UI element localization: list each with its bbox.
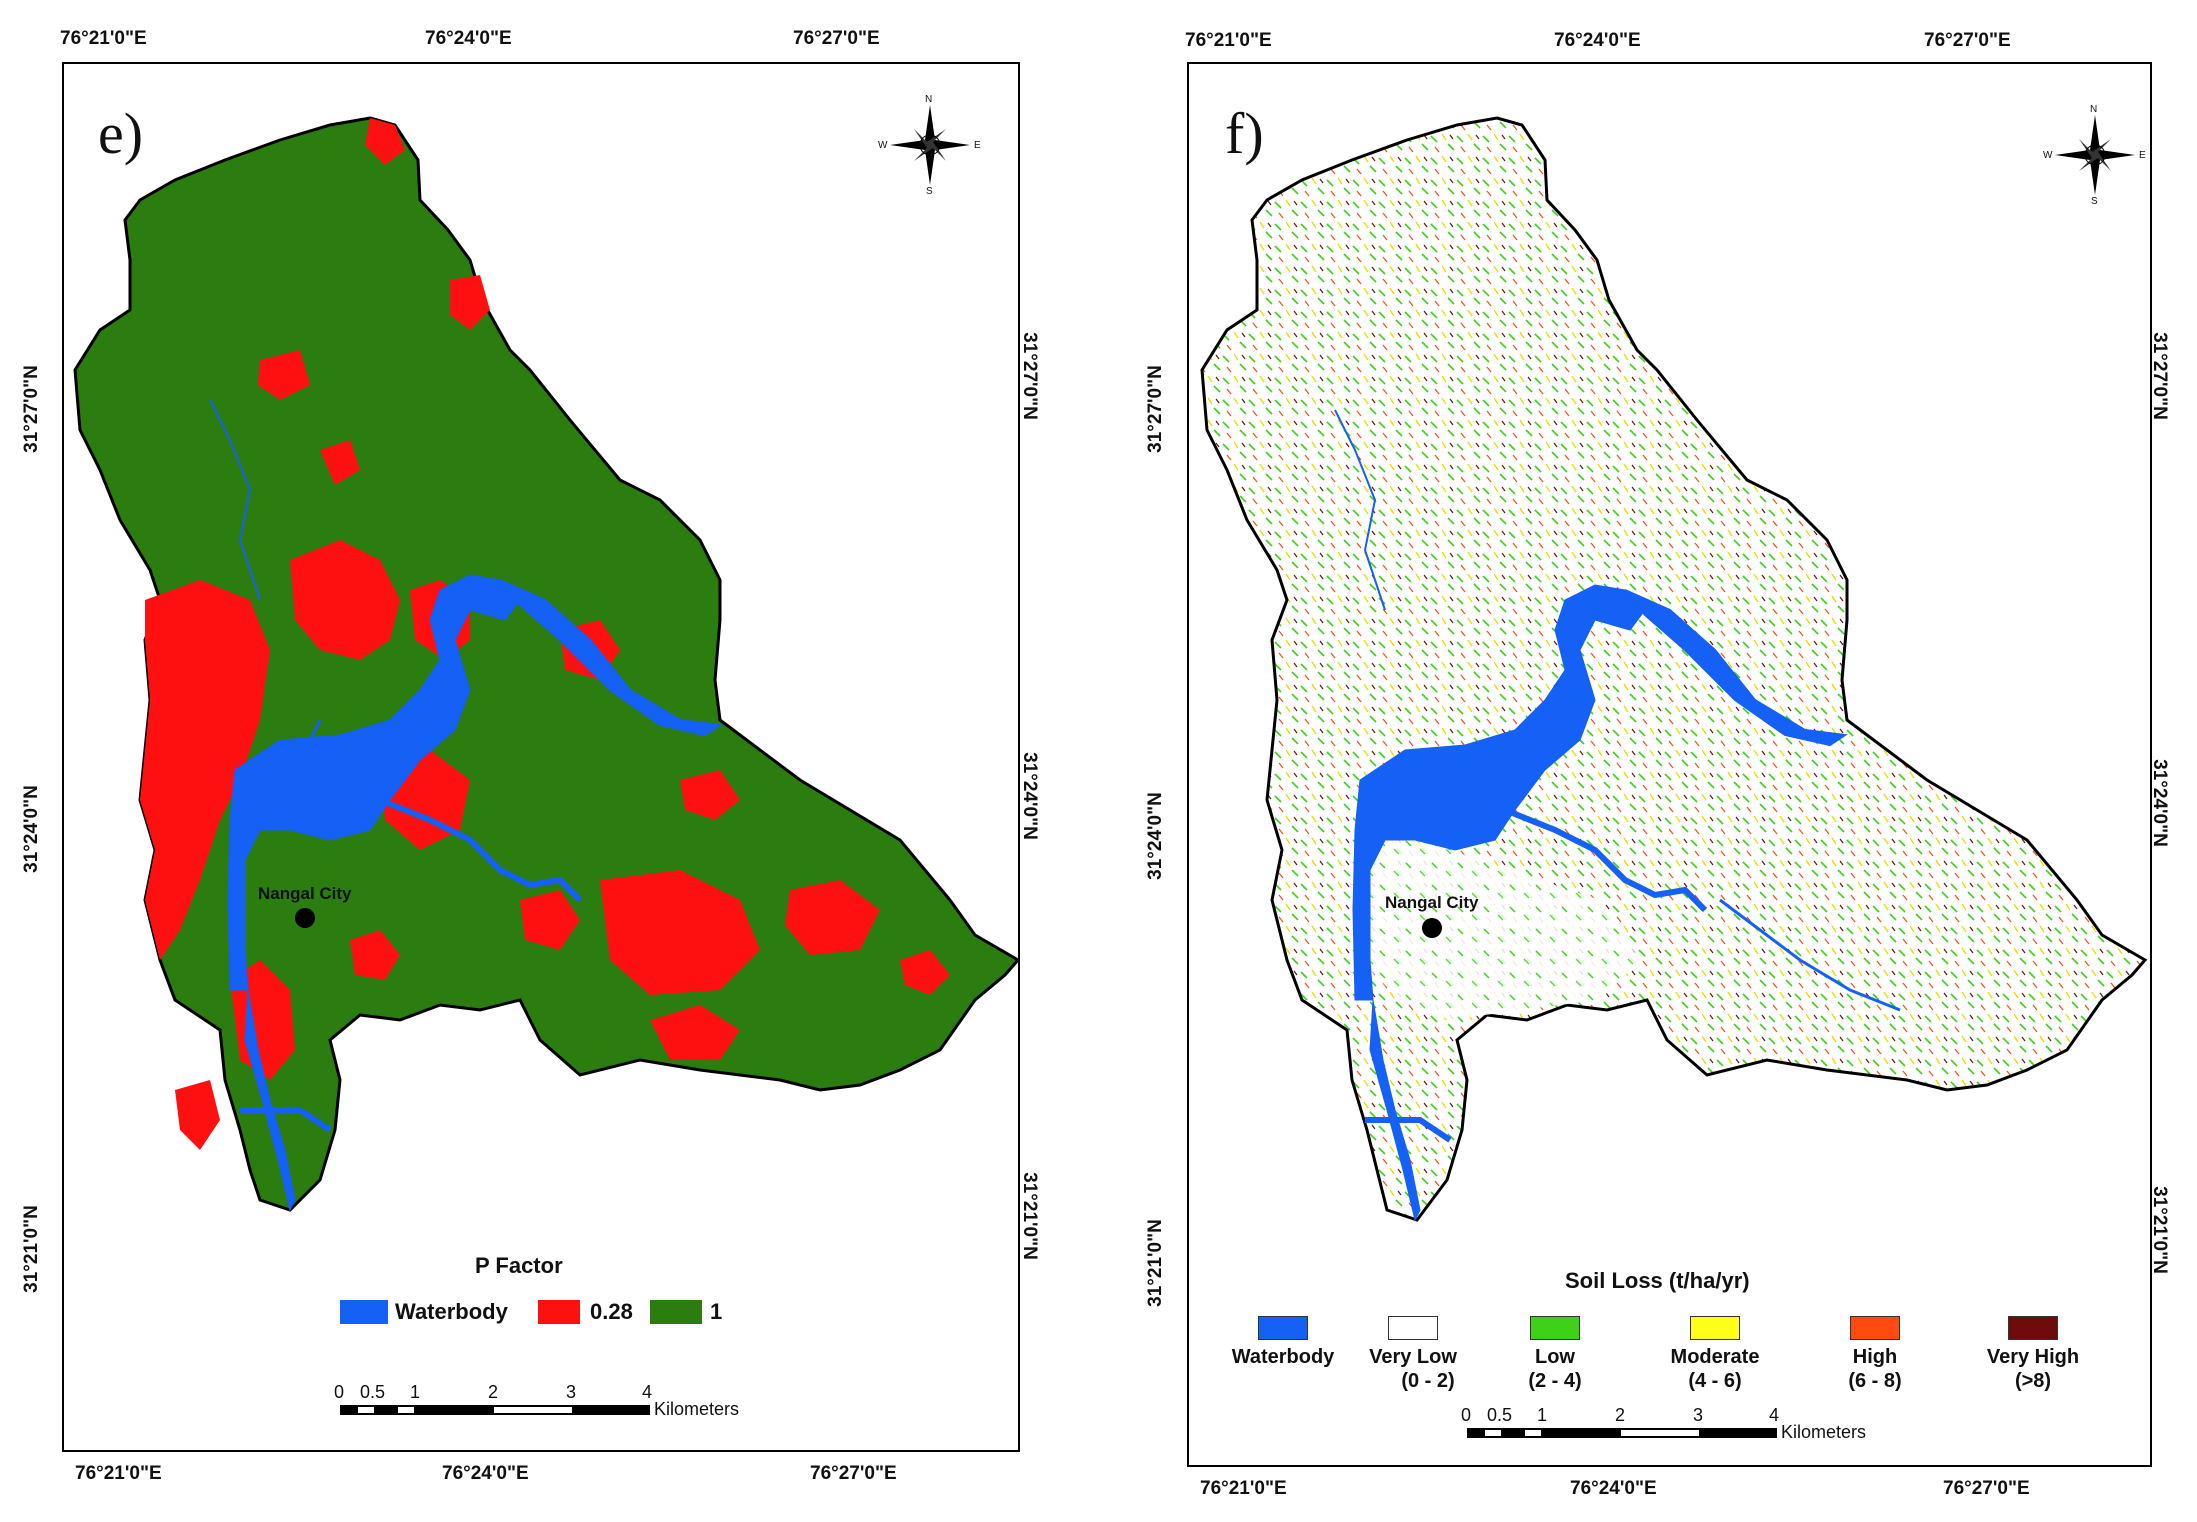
legend-swatch-verylow-f xyxy=(1388,1316,1438,1340)
bottom-tick-e-1: 76°21'0"E xyxy=(75,1463,162,1484)
scale-tick-e-1: 1 xyxy=(410,1382,421,1402)
map-frame-e xyxy=(62,62,1020,1452)
top-tick-e-2: 76°24'0"E xyxy=(425,28,512,49)
scale-tick-e-05: 0.5 xyxy=(360,1382,386,1402)
left-tick-e-3: 31°21'0"N xyxy=(20,1205,42,1293)
left-tick-f-1: 31°27'0"N xyxy=(1144,365,1166,453)
right-tick-e-2: 31°24'0"N xyxy=(1018,752,1040,840)
scale-tick-e-0: 0 xyxy=(334,1382,345,1402)
city-label-e: Nangal City xyxy=(258,884,352,903)
compass-w-e: W xyxy=(878,140,888,151)
compass-w-f: W xyxy=(2043,150,2053,161)
legend-swatch-water-e xyxy=(340,1300,388,1324)
legend-range-moderate-f: (4 - 6) xyxy=(1688,1370,1742,1392)
top-tick-f-2: 76°24'0"E xyxy=(1554,30,1641,51)
top-tick-e-1: 76°21'0"E xyxy=(60,28,147,49)
legend-range-veryhigh-f: (>8) xyxy=(2014,1370,2052,1392)
legend-swatch-028-e xyxy=(538,1300,580,1324)
scale-tick-f-05: 0.5 xyxy=(1487,1405,1513,1425)
legend-label-low-f: Low xyxy=(1535,1346,1575,1368)
compass-n-e: N xyxy=(925,94,933,105)
legend-swatch-low-f xyxy=(1530,1316,1580,1340)
scale-tick-f-4: 4 xyxy=(1769,1405,1780,1425)
bottom-tick-e-3: 76°27'0"E xyxy=(810,1463,897,1484)
legend-range-verylow-f: (0 - 2) xyxy=(1401,1370,1455,1392)
top-tick-f-3: 76°27'0"E xyxy=(1924,30,2011,51)
left-tick-e-2: 31°24'0"N xyxy=(20,785,42,873)
top-tick-f-1: 76°21'0"E xyxy=(1185,30,1272,51)
legend-label-028-e: 0.28 xyxy=(590,1299,633,1324)
legend-swatch-moderate-f xyxy=(1690,1316,1740,1340)
bottom-tick-e-2: 76°24'0"E xyxy=(442,1463,529,1484)
bottom-tick-f-1: 76°21'0"E xyxy=(1200,1478,1287,1499)
legend-label-water-e: Waterbody xyxy=(395,1299,508,1324)
right-tick-f-2: 31°24'0"N xyxy=(2148,759,2170,847)
panel-label-f: f) xyxy=(1225,101,1264,166)
bottom-tick-f-3: 76°27'0"E xyxy=(1943,1478,2030,1499)
legend-title-f: Soil Loss (t/ha/yr) xyxy=(1565,1268,1750,1293)
legend-swatch-high-f xyxy=(1850,1316,1900,1340)
legend-label-1-e: 1 xyxy=(710,1299,723,1324)
top-tick-e-3: 76°27'0"E xyxy=(793,28,880,49)
legend-swatch-water-f xyxy=(1258,1316,1308,1340)
legend-label-moderate-f: Moderate xyxy=(1670,1346,1760,1368)
scale-tick-e-3: 3 xyxy=(566,1382,577,1402)
legend-range-low-f: (2 - 4) xyxy=(1528,1370,1582,1392)
compass-e-e: E xyxy=(974,140,981,151)
legend-title-e: P Factor xyxy=(475,1253,563,1278)
panel-label-e: e) xyxy=(98,101,144,166)
scale-tick-e-2: 2 xyxy=(488,1382,499,1402)
left-tick-e-1: 31°27'0"N xyxy=(20,365,42,453)
left-tick-f-3: 31°21'0"N xyxy=(1144,1219,1166,1307)
legend-swatch-1-e xyxy=(650,1300,702,1324)
scale-tick-f-3: 3 xyxy=(1693,1405,1704,1425)
bottom-tick-f-2: 76°24'0"E xyxy=(1570,1478,1657,1499)
scale-tick-f-0: 0 xyxy=(1461,1405,1472,1425)
scale-tick-f-1: 1 xyxy=(1537,1405,1548,1425)
left-tick-f-2: 31°24'0"N xyxy=(1144,792,1166,880)
legend-label-verylow-f: Very Low xyxy=(1369,1346,1457,1368)
right-tick-e-1: 31°27'0"N xyxy=(1018,332,1040,420)
scale-tick-e-4: 4 xyxy=(642,1382,653,1402)
scale-tick-f-2: 2 xyxy=(1615,1405,1626,1425)
scale-unit-e: Kilometers xyxy=(654,1399,740,1419)
legend-swatch-veryhigh-f xyxy=(2008,1316,2058,1340)
compass-e-f: E xyxy=(2139,150,2146,161)
legend-label-veryhigh-f: Very High xyxy=(1986,1346,2080,1368)
compass-s-f: S xyxy=(2091,196,2098,207)
right-tick-f-3: 31°21'0"N xyxy=(2148,1186,2170,1274)
map-frame-f xyxy=(1187,62,2152,1467)
city-label-f: Nangal City xyxy=(1385,893,1479,912)
compass-n-f: N xyxy=(2090,104,2098,115)
right-tick-e-3: 31°21'0"N xyxy=(1018,1172,1040,1260)
right-tick-f-1: 31°27'0"N xyxy=(2148,332,2170,420)
legend-label-water-f: Waterbody xyxy=(1231,1346,1335,1368)
legend-range-high-f: (6 - 8) xyxy=(1848,1370,1902,1392)
compass-s-e: S xyxy=(926,186,933,197)
scale-unit-f: Kilometers xyxy=(1781,1422,1867,1442)
legend-label-high-f: High xyxy=(1852,1346,1898,1368)
